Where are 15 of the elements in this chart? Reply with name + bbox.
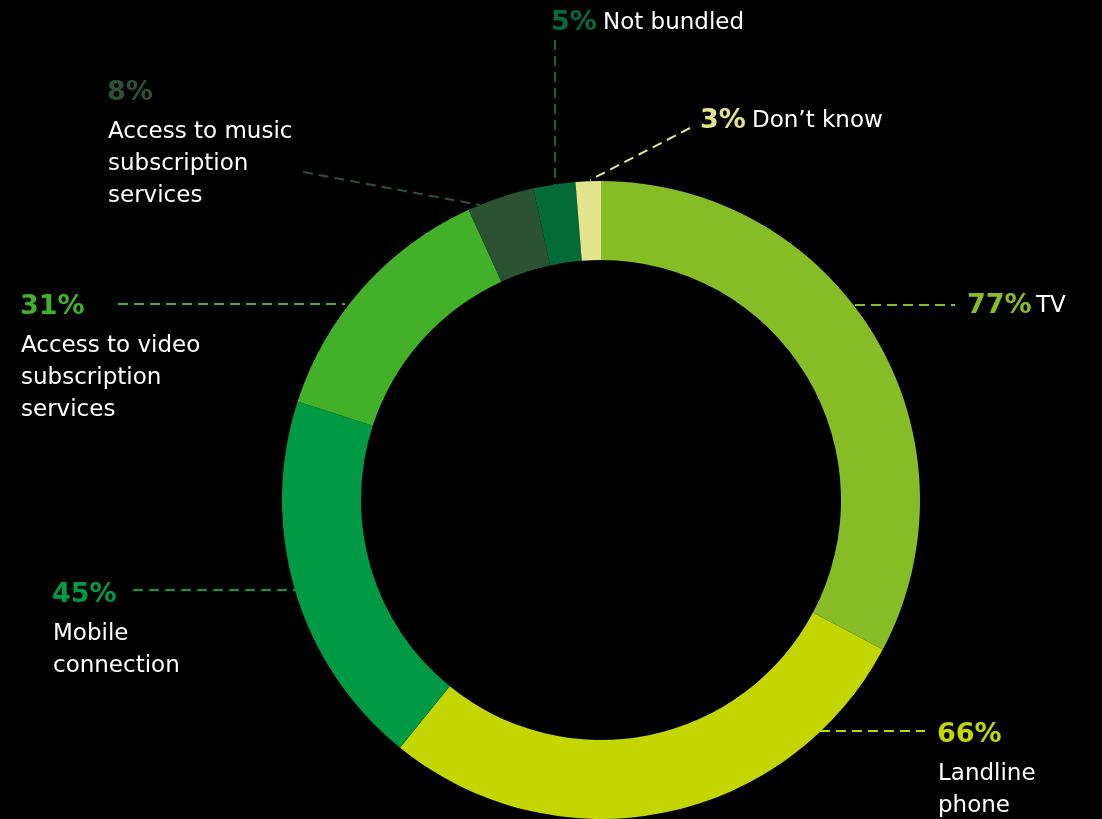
slice-label: Mobile connection [53, 619, 180, 677]
data-label: 66% [937, 717, 1002, 748]
donut-slice [297, 209, 502, 426]
data-label: 8% [107, 75, 153, 106]
slice-label: Landline phone [938, 759, 1036, 817]
data-label: 31% [20, 289, 85, 320]
data-label: 45% [52, 577, 117, 608]
data-label: 3% [700, 103, 746, 134]
slice-label: Access to music subscription services [108, 117, 293, 207]
slice-label: Don’t know [752, 106, 883, 132]
slice-label: TV [1035, 291, 1067, 317]
data-label: 5% [551, 5, 597, 36]
slice-label: Not bundled [603, 8, 745, 34]
slice-label: Access to video subscription services [21, 331, 201, 421]
data-label: 77% [967, 288, 1032, 319]
